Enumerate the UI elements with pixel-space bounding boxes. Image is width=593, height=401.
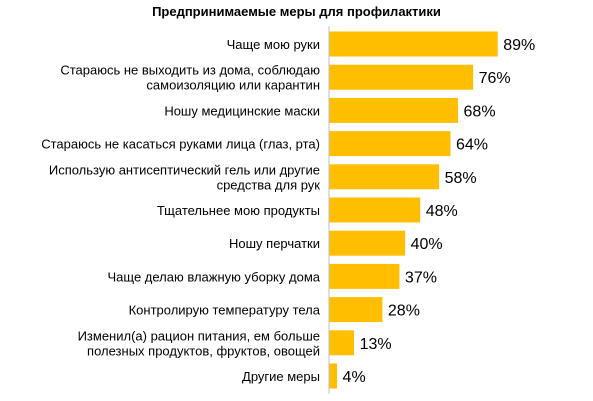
category-label-line: Ношу перчатки — [229, 236, 320, 251]
bar — [329, 297, 383, 323]
category-label: Изменил(а) рацион питания, ем больше поле… — [78, 328, 320, 358]
bar — [329, 64, 474, 90]
category-label-line: Чаще мою руки — [227, 37, 320, 52]
bar — [329, 363, 338, 389]
category-label-line: Ношу медицинские маски — [164, 103, 320, 118]
bar — [329, 330, 355, 356]
bar-value-label: 48% — [426, 203, 458, 220]
category-label-line: Стараюсь не касаться руками лица (глаз, … — [41, 137, 320, 152]
bar-value-label: 89% — [503, 37, 535, 54]
category-label: Чаще делаю влажную уборку дома — [108, 269, 321, 284]
category-label-line: Контролирую температуру тела — [129, 303, 321, 318]
category-label-line: Использую антисептический гель или други… — [49, 162, 320, 177]
category-label-line: Тщательнее мою продукты — [157, 203, 320, 218]
bar-value-label: 4% — [343, 369, 366, 386]
bar-value-label: 58% — [445, 170, 477, 187]
category-label-line: полезных продуктов, фруктов, овощей — [87, 343, 320, 358]
bar-value-label: 37% — [405, 269, 437, 286]
chart-title: Предпринимаемые меры для профилактики — [152, 4, 441, 19]
category-label: Использую антисептический гель или други… — [49, 162, 320, 192]
category-label: Контролирую температуру тела — [129, 303, 321, 318]
bar — [329, 31, 498, 57]
bar — [329, 131, 451, 157]
category-label-line: Чаще делаю влажную уборку дома — [108, 269, 321, 284]
bar — [329, 164, 440, 190]
bar — [329, 230, 406, 256]
bar — [329, 97, 459, 123]
bar — [329, 263, 400, 289]
category-label: Чаще мою руки — [227, 37, 320, 52]
bar — [329, 197, 421, 223]
bar-value-label: 40% — [411, 236, 443, 253]
bar-value-label: 68% — [464, 103, 496, 120]
bar-value-label: 13% — [360, 336, 392, 353]
category-label: Другие меры — [242, 369, 320, 384]
bar-value-label: 76% — [479, 70, 511, 87]
category-label: Стараюсь не касаться руками лица (глаз, … — [41, 137, 320, 152]
category-label: Стараюсь не выходить из дома, соблюдаю са… — [60, 63, 320, 93]
bar-value-label: 28% — [388, 303, 420, 320]
category-label-line: Другие меры — [242, 369, 320, 384]
bar-value-label: 64% — [456, 137, 488, 154]
category-label-line: Изменил(а) рацион питания, ем больше — [78, 328, 320, 343]
category-label: Тщательнее мою продукты — [157, 203, 320, 218]
category-label-line: самоизоляцию или карантин — [146, 78, 320, 93]
category-label-line: средства для рук — [217, 177, 321, 192]
category-label-line: Стараюсь не выходить из дома, соблюдаю — [60, 63, 320, 78]
category-label: Ношу перчатки — [229, 236, 320, 251]
category-label: Ношу медицинские маски — [164, 103, 320, 118]
